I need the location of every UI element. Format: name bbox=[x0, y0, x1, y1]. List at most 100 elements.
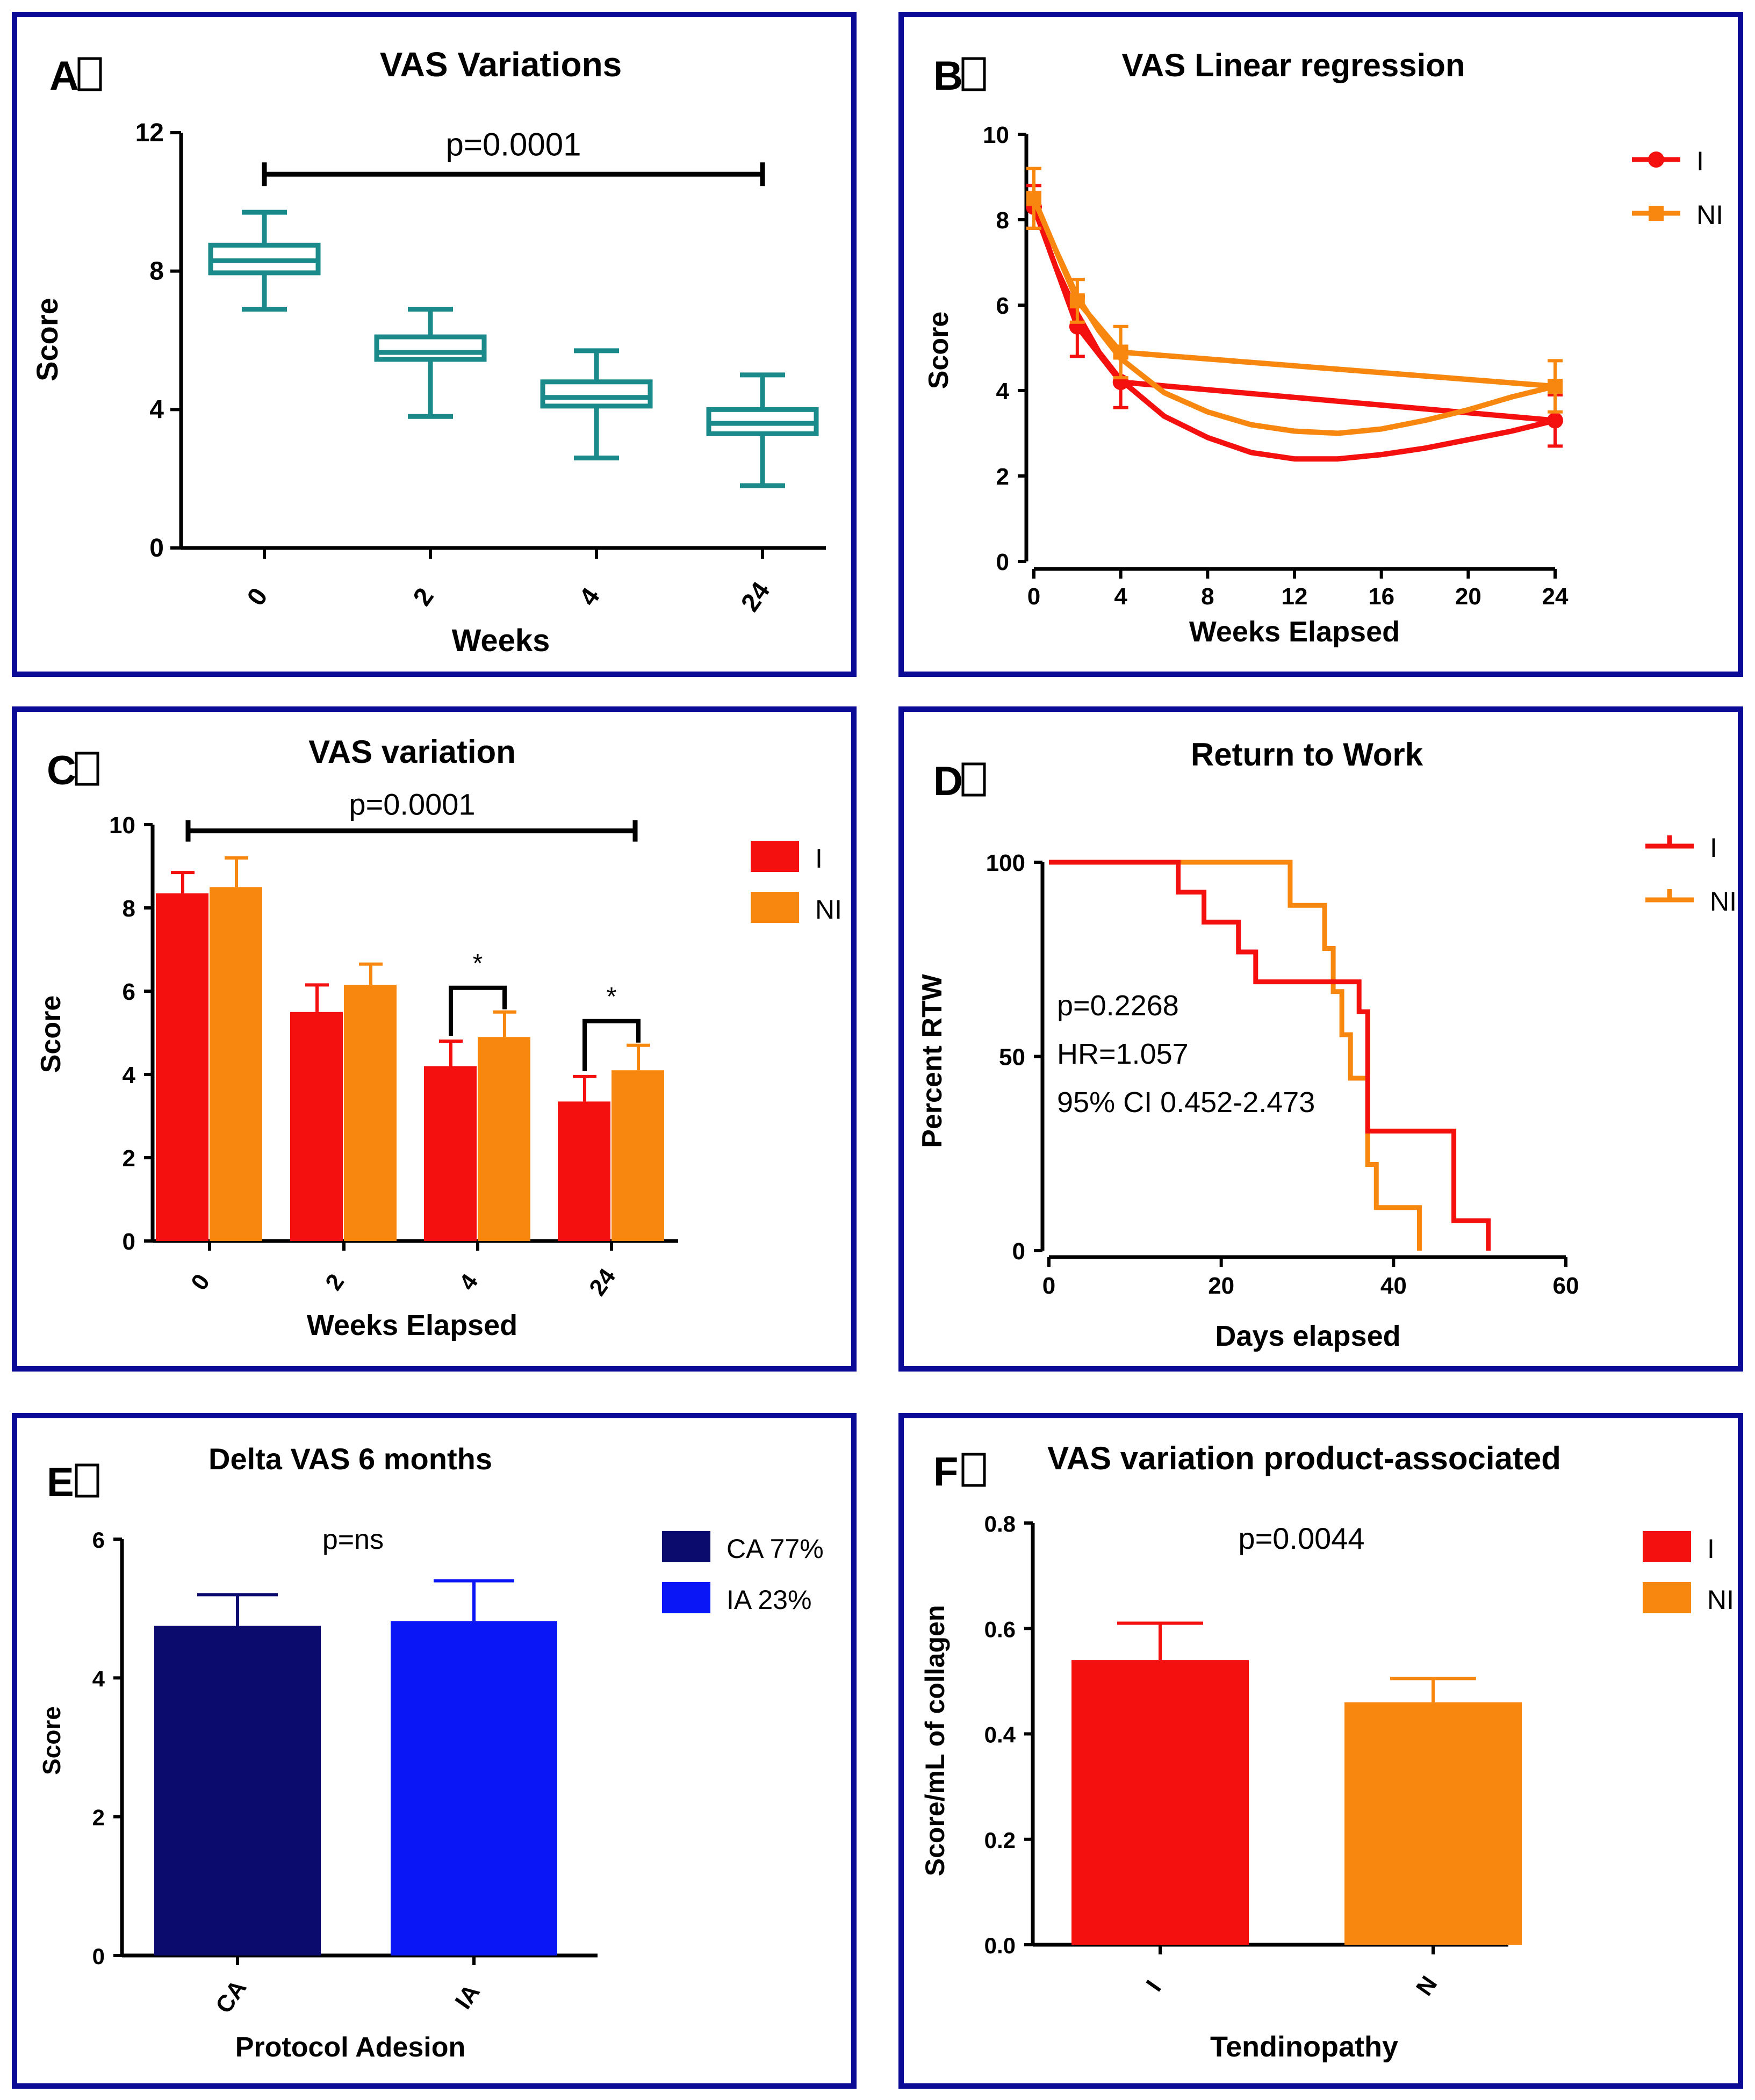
chart-b-x-tick-label: 24 bbox=[1542, 583, 1569, 610]
chart-f-title: VAS variation product-associated bbox=[1047, 1440, 1561, 1476]
chart-a-y-tick-label: 0 bbox=[149, 534, 164, 562]
chart-d-x-tick-label: 60 bbox=[1553, 1273, 1579, 1299]
chart-d-legend-label: I bbox=[1710, 833, 1717, 863]
chart-f-pvalue: p=0.0044 bbox=[1238, 1521, 1364, 1555]
chart-c-bar-ni bbox=[612, 1070, 664, 1241]
chart-d-y-tick-label: 100 bbox=[986, 850, 1025, 876]
chart-b-x-tick-label: 0 bbox=[1027, 583, 1040, 610]
chart-d-x-label: Days elapsed bbox=[1215, 1320, 1400, 1352]
chart-c-sig-bracket bbox=[449, 985, 507, 1036]
chart-f-y-tick-label: 0.4 bbox=[984, 1722, 1016, 1748]
chart-b-y-tick-label: 6 bbox=[996, 293, 1009, 319]
chart-f-y-label: Score/mL of collagen bbox=[920, 1605, 950, 1877]
chart-c-sig-star: * bbox=[607, 983, 617, 1011]
chart-c-bar-i bbox=[424, 1066, 477, 1241]
chart-e-y-tick-label: 0 bbox=[92, 1944, 105, 1969]
chart-b-x-tick-label: 20 bbox=[1455, 583, 1481, 610]
chart-c-bar-i bbox=[156, 893, 208, 1241]
chart-b-point bbox=[1069, 293, 1085, 309]
chart-a-y-tick-label: 12 bbox=[135, 119, 164, 147]
chart-b-y-tick-label: 2 bbox=[996, 464, 1009, 490]
chart-e-y-tick-label: 2 bbox=[92, 1805, 105, 1830]
chart-b-y-tick-label: 0 bbox=[996, 549, 1009, 575]
panel-c: C VAS variation Score Weeks Elapsed 0 2 4 6 8 10 0… bbox=[12, 706, 857, 1372]
chart-a-x-tick-label: 2 bbox=[408, 583, 440, 611]
chart-e-y-tick-label: 6 bbox=[92, 1527, 105, 1553]
chart-b-y-label: Score bbox=[923, 312, 954, 389]
chart-e-x-tick-label: CA bbox=[211, 1975, 252, 2018]
chart-c-legend-label: NI bbox=[815, 894, 842, 925]
chart-b-title: VAS Linear regression bbox=[1121, 47, 1465, 83]
chart-e-y-tick-label: 4 bbox=[92, 1666, 105, 1691]
chart-b-x-tick-label: 12 bbox=[1282, 583, 1308, 610]
chart-c-x-tick-label: 0 bbox=[186, 1269, 215, 1295]
chart-a-x-label: Weeks bbox=[452, 623, 550, 658]
chart-d-legend-label: NI bbox=[1710, 886, 1737, 917]
chart-a-y-tick-label: 4 bbox=[149, 395, 164, 424]
panel-e-letter-box bbox=[75, 1463, 99, 1498]
chart-b-point bbox=[1548, 379, 1563, 394]
chart-b-fit-curve-i bbox=[1031, 206, 1556, 462]
chart-c-sig-bracket bbox=[582, 1019, 641, 1071]
chart-c-bar-ni bbox=[210, 887, 262, 1241]
chart-a-x-tick-label: 4 bbox=[574, 583, 606, 611]
chart-e-bar-ia bbox=[391, 1621, 557, 1955]
panel-c-letter-box bbox=[75, 752, 99, 786]
chart-d-annotation: p=0.2268 bbox=[1057, 990, 1179, 1022]
chart-f-legend-label: I bbox=[1707, 1534, 1715, 1564]
panel-f: F VAS variation product-associated Score/m… bbox=[898, 1413, 1743, 2089]
chart-c-bar-ni bbox=[478, 1037, 530, 1241]
chart-f-x-tick-label: I bbox=[1141, 1976, 1167, 1996]
chart-d-annotation: 95% CI 0.452-2.473 bbox=[1057, 1086, 1315, 1118]
chart-f-x-tick-label: N bbox=[1411, 1972, 1442, 2001]
panel-b-letter: B bbox=[933, 53, 963, 99]
chart-f: F VAS variation product-associated Score/m… bbox=[920, 1440, 1734, 2063]
chart-a-title: VAS Variations bbox=[380, 45, 622, 84]
chart-b-mean-line-i bbox=[1031, 206, 1556, 423]
chart-b-x-tick-label: 16 bbox=[1368, 583, 1394, 610]
chart-d-y-tick-label: 0 bbox=[1012, 1238, 1025, 1265]
chart-b-y-tick-label: 10 bbox=[983, 122, 1009, 148]
panel-d-letter: D bbox=[933, 759, 963, 804]
chart-e-legend-swatch bbox=[662, 1582, 710, 1613]
panel-b-letter-box bbox=[961, 57, 986, 91]
chart-b-x-label: Weeks Elapsed bbox=[1189, 616, 1400, 648]
chart-c-y-tick-label: 8 bbox=[123, 896, 135, 922]
chart-c-sig-star: * bbox=[473, 949, 483, 978]
chart-a-pvalue: p=0.0001 bbox=[446, 126, 581, 162]
chart-c-bar-ni bbox=[344, 985, 397, 1241]
chart-c-y-tick-label: 4 bbox=[123, 1062, 136, 1088]
chart-b-point bbox=[1547, 412, 1563, 429]
chart-c-y-label: Score bbox=[35, 995, 67, 1073]
chart-b-legend-label: NI bbox=[1696, 200, 1723, 230]
chart-f-y-tick-label: 0.6 bbox=[984, 1617, 1016, 1642]
chart-c-x-tick-label: 2 bbox=[320, 1269, 349, 1295]
chart-b-y-tick-label: 4 bbox=[996, 378, 1010, 405]
panel-a-letter-box bbox=[77, 57, 102, 91]
chart-c-legend-swatch bbox=[751, 892, 799, 923]
chart-c-legend-swatch bbox=[751, 841, 799, 872]
panel-b: B VAS Linear regression Score Weeks Elapsed… bbox=[898, 12, 1743, 677]
chart-f-y-tick-label: 0.0 bbox=[984, 1933, 1016, 1958]
chart-d-x-tick-label: 40 bbox=[1380, 1273, 1407, 1299]
chart-f-legend-swatch bbox=[1643, 1582, 1691, 1613]
chart-e: E Delta VAS 6 months Score Protocol Adesion… bbox=[38, 1442, 824, 2063]
chart-c-pvalue: p=0.0001 bbox=[349, 788, 475, 821]
chart-c-x-tick-label: 4 bbox=[454, 1269, 483, 1295]
chart-c-legend-label: I bbox=[815, 843, 823, 874]
chart-d-km-curve-ni bbox=[1049, 860, 1422, 1251]
chart-c-x-label: Weeks Elapsed bbox=[307, 1309, 517, 1341]
chart-e-bar-ca bbox=[154, 1626, 321, 1955]
chart-a-x-tick-label: 0 bbox=[242, 583, 274, 611]
chart-b-legend-marker bbox=[1649, 206, 1664, 221]
chart-a-x-tick-label: 24 bbox=[736, 577, 775, 617]
chart-d-km-curve-i bbox=[1049, 860, 1491, 1251]
chart-d-annotation: HR=1.057 bbox=[1057, 1038, 1189, 1070]
chart-f-legend-label: NI bbox=[1707, 1585, 1734, 1615]
chart-d-x-tick-label: 0 bbox=[1042, 1273, 1055, 1299]
chart-c-x-tick-label: 24 bbox=[584, 1264, 621, 1301]
chart-a-box bbox=[374, 334, 487, 362]
panel-f-letter: F bbox=[933, 1449, 958, 1495]
